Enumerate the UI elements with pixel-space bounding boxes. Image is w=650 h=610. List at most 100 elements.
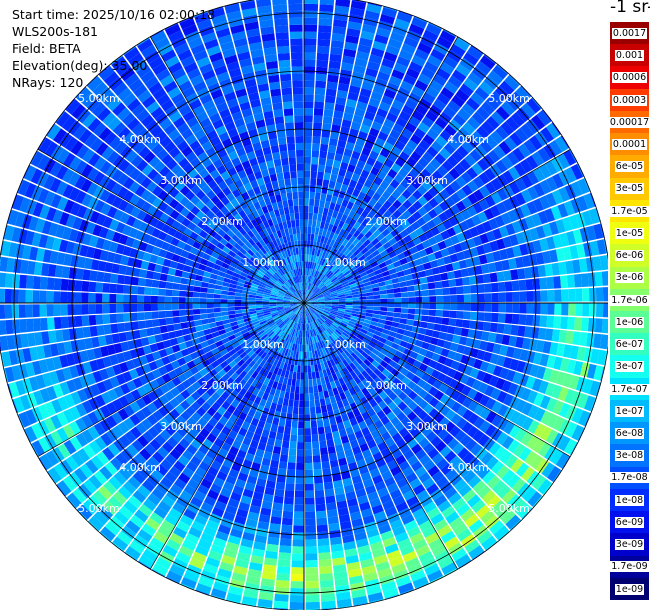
data-gate: [550, 205, 562, 220]
data-gate: [348, 504, 360, 514]
data-gate: [293, 364, 298, 373]
data-gate: [281, 315, 288, 321]
data-gate: [304, 122, 313, 130]
data-gate: [371, 237, 380, 246]
data-gate: [440, 348, 450, 358]
data-gate: [223, 548, 238, 559]
data-gate: [334, 182, 343, 191]
data-gate: [348, 280, 356, 286]
data-gate: [222, 481, 235, 492]
data-gate: [443, 142, 456, 155]
data-gate: [472, 429, 485, 443]
data-gate: [565, 330, 574, 345]
data-gate: [136, 128, 150, 141]
data-gate: [483, 75, 499, 90]
data-gate: [325, 338, 331, 346]
data-gate: [47, 471, 57, 484]
data-gate: [234, 306, 242, 311]
data-gate: [234, 254, 242, 262]
data-gate: [347, 92, 359, 101]
data-gate: [248, 272, 256, 278]
data-gate: [583, 242, 593, 257]
data-gate: [359, 271, 368, 278]
data-gate: [495, 126, 509, 140]
data-gate: [456, 528, 472, 542]
data-gate: [398, 49, 414, 61]
data-gate: [140, 70, 155, 84]
data-gate: [31, 151, 44, 168]
data-gate: [298, 323, 301, 331]
data-gate: [360, 169, 370, 179]
data-gate: [186, 360, 196, 370]
data-gate: [270, 292, 278, 296]
data-gate: [348, 461, 358, 471]
data-gate: [324, 279, 331, 286]
data-gate: [360, 471, 372, 482]
data-gate: [224, 327, 233, 333]
data-gate: [144, 319, 153, 328]
data-gate: [557, 386, 569, 402]
data-gate: [346, 325, 354, 331]
data-gate: [187, 346, 196, 354]
data-gate: [398, 167, 409, 179]
data-gate: [406, 495, 419, 508]
data-gate: [85, 221, 96, 235]
data-gate: [210, 543, 225, 555]
data-gate: [234, 268, 242, 275]
data-gate: [216, 275, 225, 282]
data-gate: [450, 295, 458, 303]
data-gate: [549, 249, 559, 263]
data-gate: [391, 562, 407, 574]
data-gate: [520, 85, 532, 97]
data-gate: [412, 405, 423, 416]
data-gate: [373, 510, 387, 522]
data-gate: [305, 546, 318, 554]
data-gate: [503, 270, 512, 281]
data-gate: [322, 289, 329, 294]
data-gate: [243, 589, 259, 599]
data-gate: [500, 509, 516, 525]
data-gate: [210, 195, 221, 205]
data-gate: [324, 353, 330, 362]
data-gate: [482, 321, 491, 332]
data-gate: [207, 242, 217, 251]
data-gate: [107, 443, 121, 457]
data-gate: [374, 481, 387, 492]
data-gate: [309, 315, 313, 323]
data-gate: [48, 467, 62, 483]
data-gate: [357, 436, 367, 446]
data-gate: [341, 268, 349, 275]
data-gate: [55, 165, 69, 180]
data-gate: [269, 357, 276, 365]
data-gate: [542, 109, 552, 122]
data-gate: [292, 294, 299, 300]
data-gate: [37, 188, 50, 204]
data-gate: [365, 212, 374, 222]
data-gate: [264, 337, 272, 345]
data-gate: [92, 490, 108, 505]
data-gate: [215, 259, 224, 267]
data-gate: [364, 10, 380, 21]
data-gate: [201, 215, 211, 225]
data-gate: [79, 244, 89, 257]
data-gate: [166, 436, 179, 448]
data-gate: [290, 305, 298, 308]
data-gate: [246, 575, 261, 585]
data-gate: [407, 400, 418, 411]
data-gate: [283, 297, 291, 301]
data-gate: [316, 264, 321, 272]
data-gate: [477, 312, 485, 321]
data-gate: [321, 383, 328, 392]
data-gate: [81, 414, 93, 429]
data-gate: [391, 277, 400, 284]
data-gate: [363, 348, 372, 356]
data-gate: [411, 443, 423, 455]
data-gate: [418, 139, 431, 151]
data-gate: [319, 265, 325, 273]
data-gate: [352, 188, 361, 198]
data-gate: [205, 350, 214, 359]
data-gate: [419, 495, 433, 508]
data-gate: [357, 191, 367, 201]
data-gate: [231, 324, 239, 331]
data-gate: [202, 323, 210, 330]
